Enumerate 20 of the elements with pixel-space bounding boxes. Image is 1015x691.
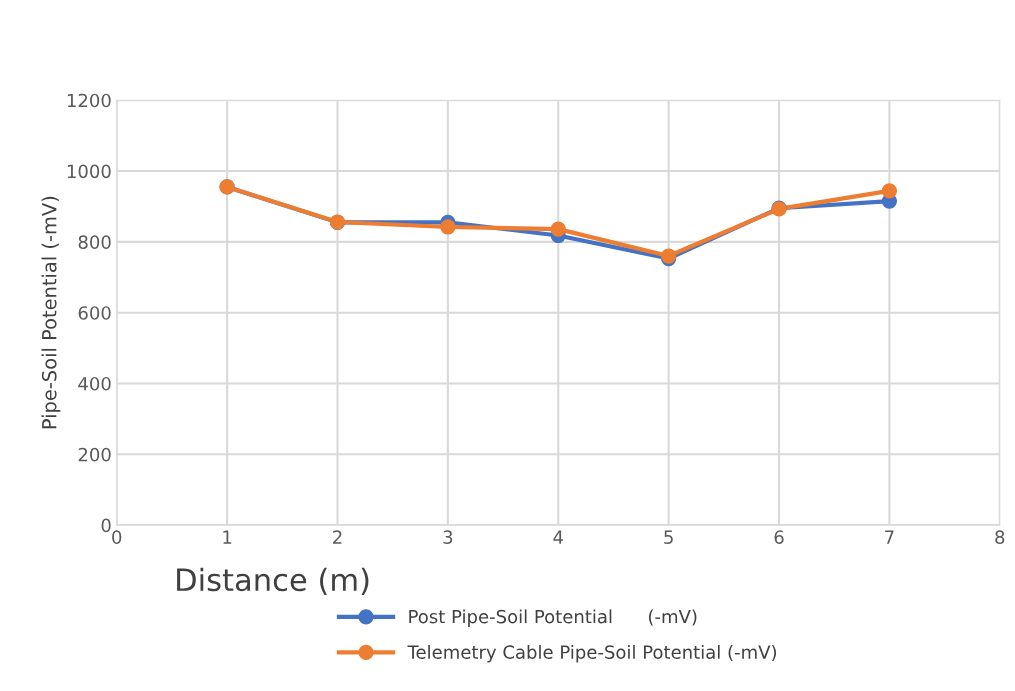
x-tick-label: 3 — [443, 530, 453, 544]
x-tick-label: 8 — [995, 530, 1005, 544]
y-tick-label: 0 — [101, 518, 111, 533]
x-tick-label: 1 — [223, 530, 232, 544]
legend-label: Telemetry Cable Pipe-Soil Potential (-mV) — [407, 644, 777, 663]
y-tick-label: 800 — [78, 235, 111, 249]
x-tick-label: 2 — [333, 530, 342, 544]
x-tick-label: 5 — [664, 530, 673, 544]
y-tick-label: 600 — [78, 306, 111, 320]
y-tick-label: 400 — [78, 376, 111, 391]
legend-label: Post Pipe-Soil Potential (-mV) — [409, 609, 697, 627]
x-axis-title: Distance (m) — [177, 567, 369, 595]
x-tick-label: 0 — [112, 530, 122, 544]
y-tick-label: 1200 — [67, 93, 111, 108]
x-tick-label: 4 — [553, 530, 563, 544]
x-tick-label: 7 — [885, 530, 894, 544]
y-tick-label: 1000 — [67, 164, 111, 179]
x-tick-label: 6 — [774, 530, 784, 544]
y-axis-title: Pipe-Soil Potential (-mV) — [41, 196, 61, 429]
y-tick-label: 200 — [78, 447, 111, 462]
